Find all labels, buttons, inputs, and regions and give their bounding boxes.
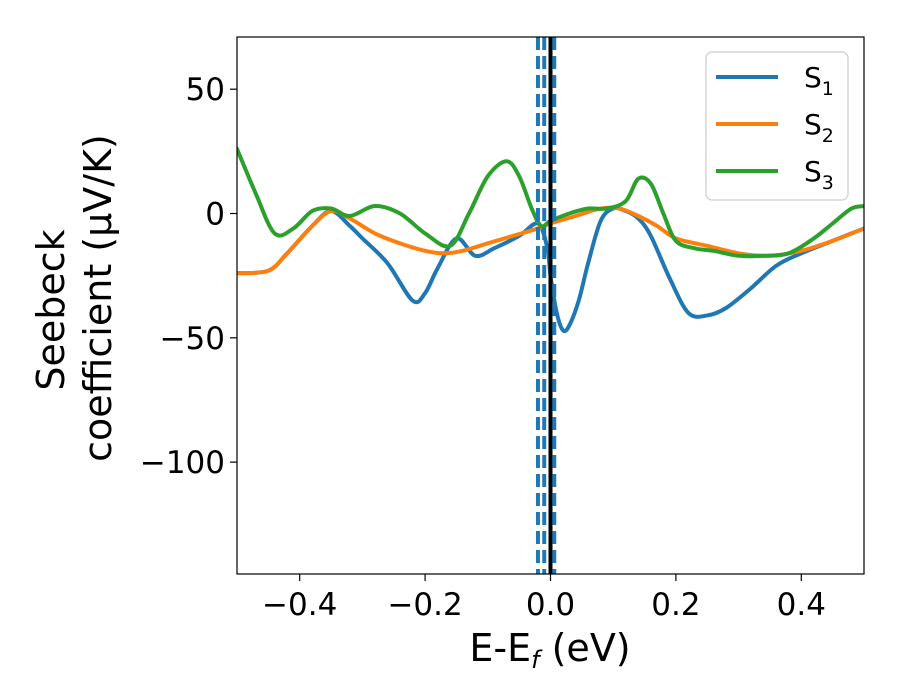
y-axis-title-line1: Seebeck: [29, 229, 73, 390]
x-tick-label: 0.4: [777, 587, 826, 623]
x-tick-label: −0.2: [387, 587, 462, 623]
x-tick-label: 0.2: [651, 587, 700, 623]
y-tick-label: −50: [160, 321, 225, 357]
y-axis: 50 0 −50 −100: [140, 72, 237, 481]
legend-label-1: S1: [804, 61, 834, 100]
y-tick-label: 50: [186, 72, 225, 108]
x-axis-title-main: E-E: [469, 626, 531, 670]
x-axis-title-unit: (eV): [540, 626, 631, 670]
x-tick-label: −0.4: [262, 587, 337, 623]
legend-label-3: S3: [804, 155, 834, 194]
series-layer: [237, 37, 864, 574]
series-1-line: [237, 205, 864, 334]
legend-label-2: S2: [804, 108, 834, 147]
x-axis: −0.4 −0.2 0.0 0.2 0.4: [262, 574, 826, 623]
x-tick-label: 0.0: [526, 587, 575, 623]
x-axis-title: E-Ef (eV): [469, 626, 630, 674]
y-tick-label: −100: [140, 445, 225, 481]
y-axis-title-line2: coefficient (μV/K): [76, 134, 120, 462]
legend: S1 S2 S3: [705, 51, 849, 201]
y-tick-label: 0: [205, 197, 225, 233]
